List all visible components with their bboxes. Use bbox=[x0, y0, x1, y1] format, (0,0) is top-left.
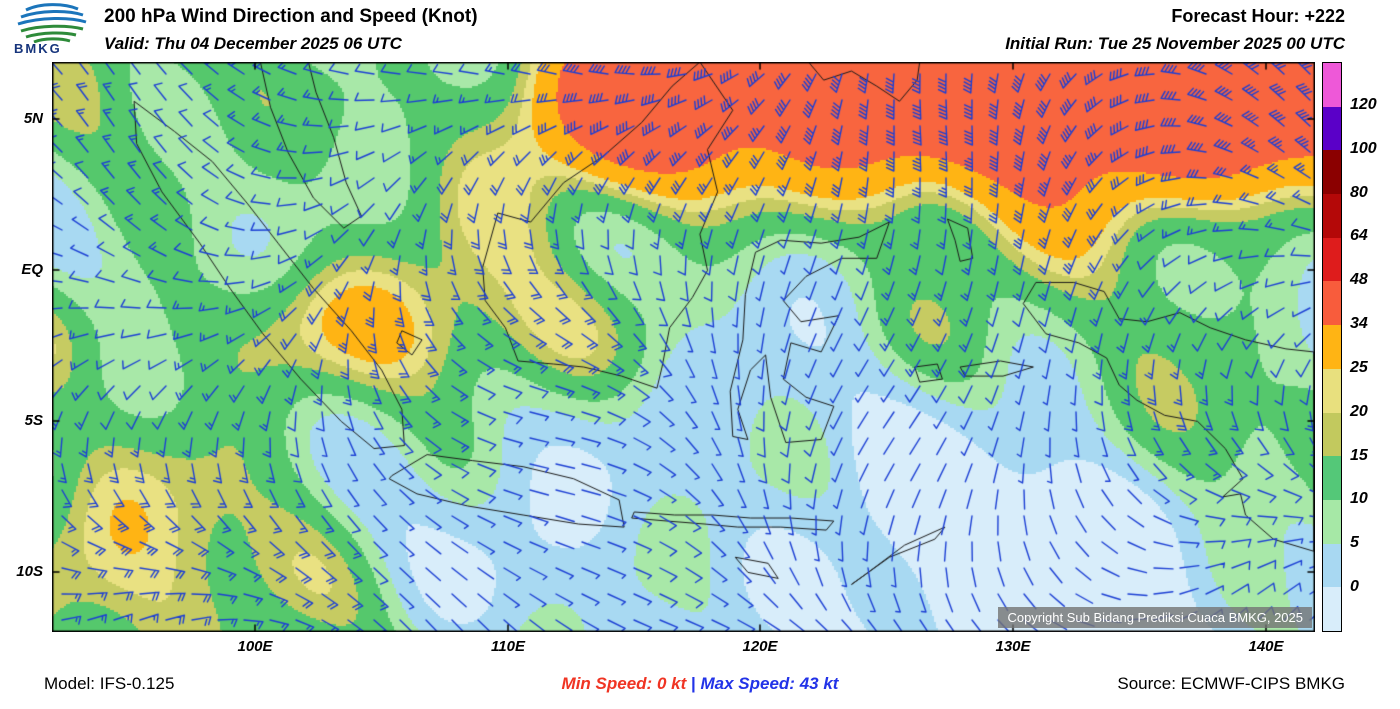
legend-segment bbox=[1323, 325, 1341, 369]
lat-tick-label: 10S bbox=[16, 563, 43, 580]
legend-segment bbox=[1323, 456, 1341, 500]
lat-tick-label: 5S bbox=[24, 412, 43, 429]
legend-tick-label: 10 bbox=[1350, 490, 1368, 508]
legend-segment bbox=[1323, 499, 1341, 544]
lat-tick-label: EQ bbox=[21, 261, 43, 278]
legend-tick-label: 80 bbox=[1350, 183, 1368, 201]
legend-segment bbox=[1323, 63, 1341, 107]
copyright-label: Copyright Sub Bidang Prediksi Cuaca BMKG… bbox=[998, 607, 1312, 628]
wind-map-canvas bbox=[52, 62, 1315, 632]
legend-ticks: 120 100 80 64 48 34 25 20 15 10 5 0 bbox=[1350, 62, 1396, 632]
lon-tick-label: 140E bbox=[1248, 638, 1284, 655]
page-title: 200 hPa Wind Direction and Speed (Knot) bbox=[104, 6, 478, 27]
legend-segment bbox=[1323, 106, 1341, 151]
min-speed-label: Min Speed: bbox=[561, 674, 653, 693]
legend-tick-label: 100 bbox=[1350, 139, 1377, 157]
bmkg-logo-text: BMKG bbox=[14, 41, 62, 56]
initial-run-label: Initial Run: Tue 25 November 2025 00 UTC bbox=[1005, 34, 1345, 53]
forecast-hour-label: Forecast Hour: +222 bbox=[1171, 6, 1345, 26]
legend-segment bbox=[1323, 543, 1341, 588]
lat-tick-label: 5N bbox=[23, 110, 43, 127]
legend-tick-label: 120 bbox=[1350, 95, 1377, 113]
footer: Model: IFS-0.125 Min Speed: 0 kt | Max S… bbox=[0, 670, 1400, 700]
legend-tick-label: 15 bbox=[1350, 446, 1368, 464]
latitude-axis: 5N EQ 5S 10S bbox=[0, 62, 48, 632]
lon-tick-label: 110E bbox=[491, 638, 525, 655]
model-label: Model: IFS-0.125 bbox=[44, 674, 175, 693]
legend-segment bbox=[1323, 281, 1341, 326]
legend-segment bbox=[1323, 412, 1341, 457]
legend-segment bbox=[1323, 194, 1341, 238]
legend-segment bbox=[1323, 587, 1341, 631]
max-speed-value: 43 kt bbox=[799, 674, 839, 693]
legend-tick-label: 64 bbox=[1350, 227, 1368, 245]
source-label: Source: ECMWF-CIPS BMKG bbox=[1117, 674, 1345, 693]
lon-tick-label: 130E bbox=[995, 638, 1031, 655]
legend-bar bbox=[1322, 62, 1342, 632]
speed-separator: | bbox=[690, 674, 696, 693]
max-speed-label: Max Speed: bbox=[700, 674, 795, 693]
legend-segment bbox=[1323, 237, 1341, 282]
longitude-axis: 100E 110E 120E 130E 140E bbox=[52, 636, 1315, 660]
legend-tick-label: 0 bbox=[1350, 578, 1359, 596]
speed-summary: Min Speed: 0 kt | Max Speed: 43 kt bbox=[0, 674, 1400, 694]
legend-tick-label: 48 bbox=[1350, 271, 1368, 289]
lon-tick-label: 120E bbox=[742, 638, 778, 655]
legend-segment bbox=[1323, 368, 1341, 413]
legend-segment bbox=[1323, 150, 1341, 195]
bmkg-logo bbox=[17, 3, 87, 43]
legend-tick-label: 34 bbox=[1350, 315, 1368, 333]
legend-tick-label: 25 bbox=[1350, 358, 1368, 376]
valid-time-label: Valid: Thu 04 December 2025 06 UTC bbox=[104, 34, 402, 53]
legend-tick-label: 20 bbox=[1350, 402, 1368, 420]
lon-tick-label: 100E bbox=[237, 638, 273, 655]
map-area: Copyright Sub Bidang Prediksi Cuaca BMKG… bbox=[52, 62, 1315, 632]
min-speed-value: 0 kt bbox=[656, 674, 687, 693]
legend-tick-label: 5 bbox=[1350, 534, 1359, 552]
